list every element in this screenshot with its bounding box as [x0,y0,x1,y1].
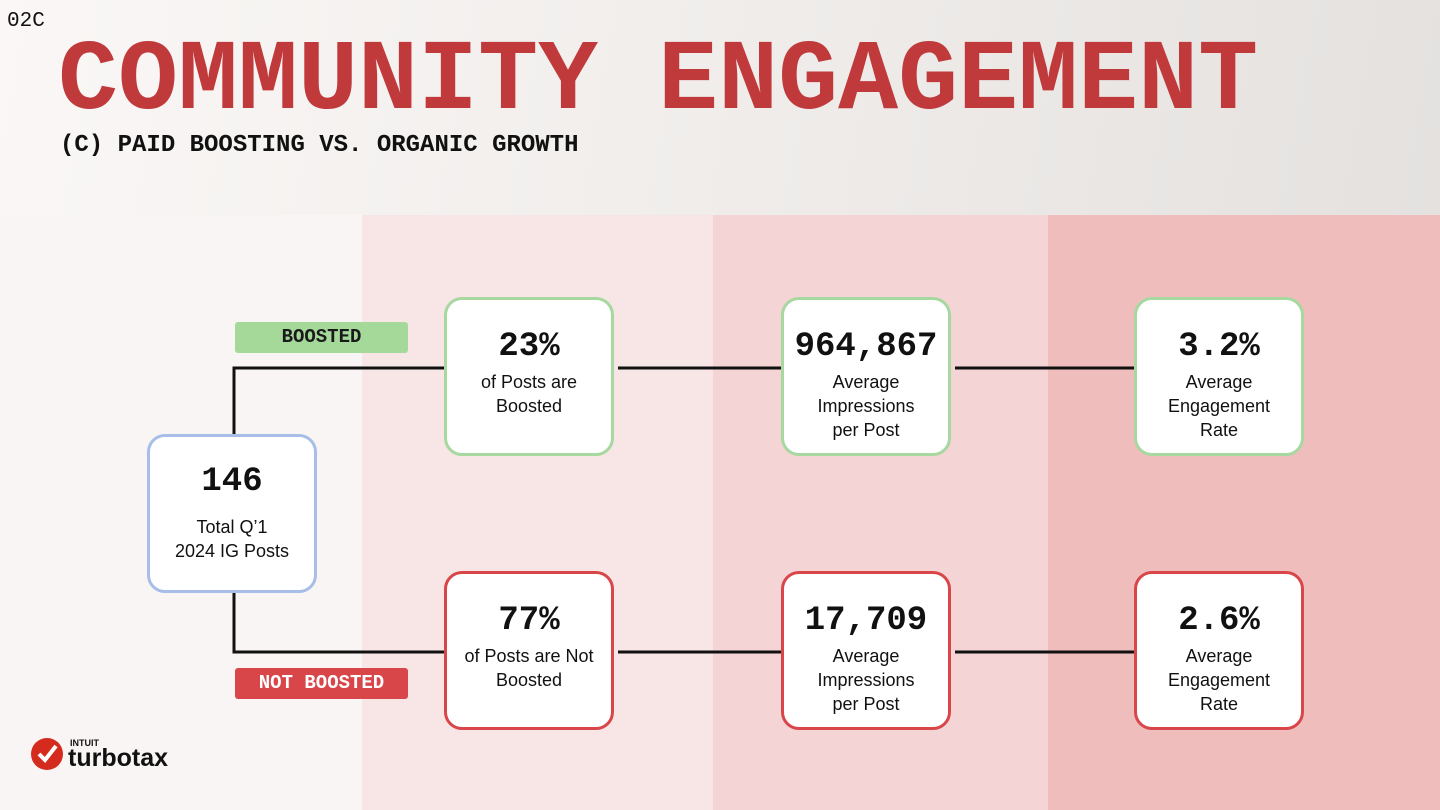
connector [232,366,444,434]
not-boosted-tag: NOT BOOSTED [235,668,408,699]
label-line: per Post [832,694,900,714]
slide-number: 02C [7,10,45,33]
metric-box: 17,709 Average Impressions per Post [781,571,951,730]
metric-value: 2.6% [1178,602,1260,640]
metric-label: Average Impressions per Post [784,370,948,442]
subtitle: (C) PAID BOOSTING VS. ORGANIC GROWTH [60,132,579,159]
label-line: Average [1185,646,1253,666]
root-value: 146 [201,463,263,501]
metric-label: of Posts are Boosted [447,370,611,418]
boosted-tag: BOOSTED [235,322,408,353]
metric-value: 77% [498,602,560,640]
label-line: Boosted [495,396,563,416]
label-line: of Posts are [480,372,578,392]
label-line: Impressions [817,670,915,690]
connector [232,593,444,654]
metric-value: 23% [498,328,560,366]
metric-value: 3.2% [1178,328,1260,366]
metric-label: of Posts are Not Boosted [447,644,611,692]
root-label: Total Q’1 2024 IG Posts [150,515,314,563]
logo-product: turbotax [68,744,168,772]
label-line: Engagement [1167,396,1271,416]
metric-box: 77% of Posts are Not Boosted [444,571,614,730]
metric-label: Average Impressions per Post [784,644,948,716]
label-line: Rate [1199,694,1239,714]
label-line: Rate [1199,420,1239,440]
label-line: Average [1185,372,1253,392]
label-line: Total Q’1 [196,517,268,537]
label-line: Impressions [817,396,915,416]
logo-mark [31,738,63,770]
metric-label: Average Engagement Rate [1137,644,1301,716]
logo: INTUIT turbotax [31,738,168,772]
label-line: of Posts are Not [464,646,594,666]
label-line: Boosted [495,670,563,690]
metric-box: 2.6% Average Engagement Rate [1134,571,1304,730]
header-background [0,0,1440,215]
metric-box: 964,867 Average Impressions per Post [781,297,951,456]
label-line: Average [832,646,900,666]
title: COMMUNITY ENGAGEMENT [58,26,1259,139]
label-line: Average [832,372,900,392]
metric-box: 23% of Posts are Boosted [444,297,614,456]
label-line: 2024 IG Posts [174,541,290,561]
root-box: 146 Total Q’1 2024 IG Posts [147,434,317,593]
logo-check [37,744,58,764]
label-line: per Post [832,420,900,440]
metric-box: 3.2% Average Engagement Rate [1134,297,1304,456]
logo-brand: INTUIT [70,738,99,748]
metric-label: Average Engagement Rate [1137,370,1301,442]
metric-value: 17,709 [804,602,928,640]
label-line: Engagement [1167,670,1271,690]
metric-value: 964,867 [794,328,938,366]
